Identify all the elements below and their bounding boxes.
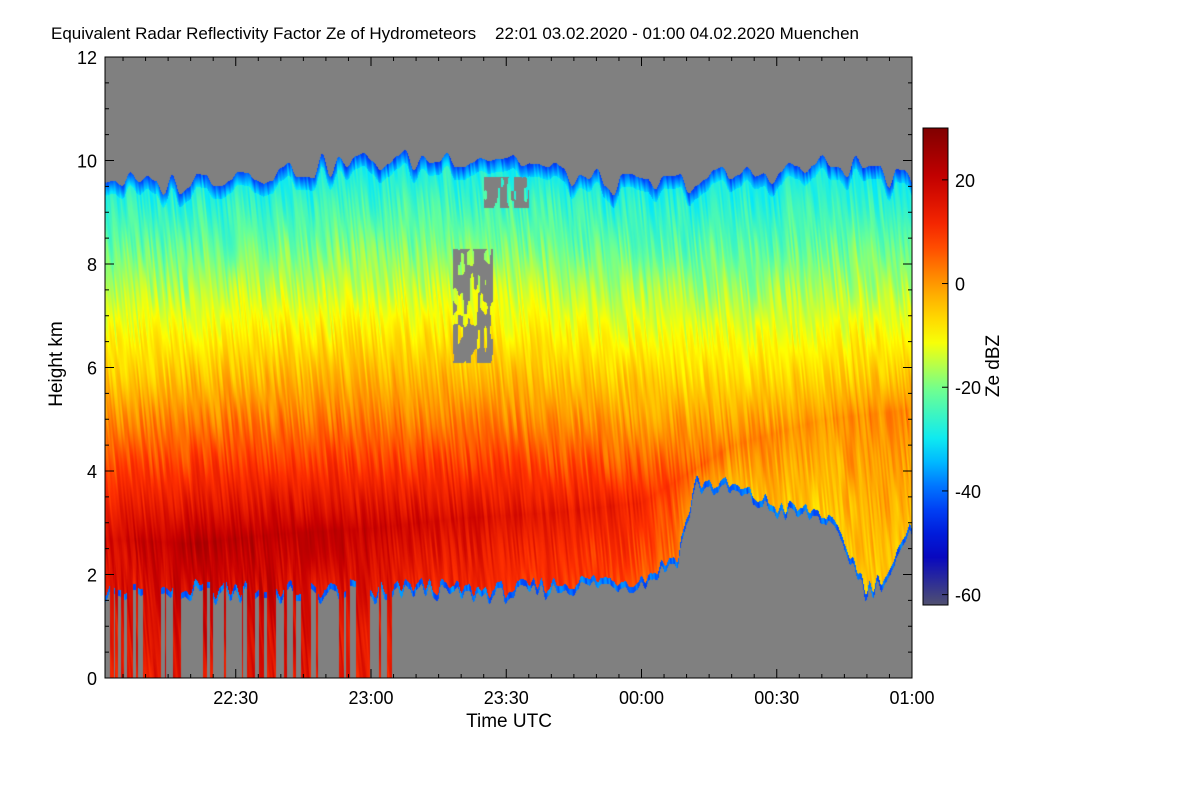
colorbar-tick-label: 20	[955, 171, 975, 191]
y-tick-label: 10	[77, 152, 97, 172]
y-tick-label: 4	[87, 462, 97, 482]
x-tick-label: 23:00	[348, 688, 393, 708]
colorbar-tick-label: -40	[955, 482, 981, 502]
x-tick-label: 00:00	[619, 688, 664, 708]
y-axis: 0 2 4 6 8 10 12	[77, 48, 912, 689]
y-tick-label: 2	[87, 566, 97, 586]
x-tick-label: 00:30	[754, 688, 799, 708]
y-tick-label: 12	[77, 48, 97, 68]
plot-area	[104, 56, 913, 679]
colorbar-tick-label: 0	[955, 275, 965, 295]
colorbar-scale	[922, 127, 949, 606]
x-tick-label: 23:30	[484, 688, 529, 708]
x-axis-label: Time UTC	[466, 711, 552, 732]
colorbar-ticks: 20 0 -20 -40 -60	[942, 171, 981, 606]
y-tick-label: 8	[87, 255, 97, 275]
colorbar-label: Ze dBZ	[983, 334, 1004, 397]
x-axis: 22:30 23:00 23:30 00:00 00:30 01:00	[122, 57, 935, 708]
y-axis-label: Height km	[46, 321, 67, 407]
reflectivity-heatmap	[105, 57, 912, 678]
x-tick-label: 01:00	[889, 688, 934, 708]
colorbar-tick-label: -20	[955, 378, 981, 398]
colorbar-tick-label: -60	[955, 586, 981, 606]
colorbar: 20 0 -20 -40 -60 Ze dBZ	[922, 127, 1004, 606]
chart-title: Equivalent Radar Reflectivity Factor Ze …	[51, 24, 859, 43]
y-tick-label: 6	[87, 359, 97, 379]
x-tick-label: 22:30	[213, 688, 258, 708]
y-tick-label: 0	[87, 669, 97, 689]
